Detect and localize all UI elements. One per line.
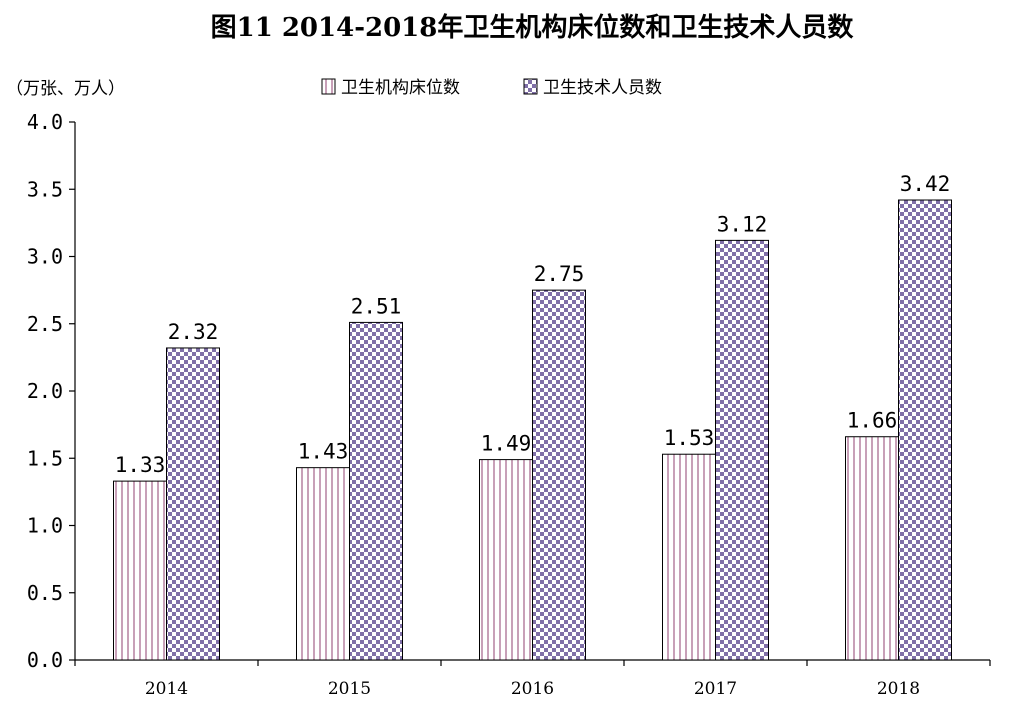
- bar-staff: [166, 347, 220, 661]
- data-label: 3.12: [717, 212, 768, 236]
- y-tick-label: 2.5: [27, 312, 63, 336]
- legend-swatch-beds: [321, 78, 336, 95]
- legend-swatch-staff: [523, 78, 538, 95]
- y-tick-label: 2.0: [27, 379, 63, 403]
- data-label: 2.75: [534, 262, 585, 286]
- data-label: 3.42: [900, 172, 951, 196]
- x-tick-label: 2018: [877, 679, 920, 699]
- bar-beds: [113, 480, 167, 661]
- bar-beds: [662, 453, 716, 661]
- legend: 卫生机构床位数 卫生技术人员数: [321, 78, 662, 98]
- bar-staff: [349, 321, 403, 661]
- axes: 0.0 0.5 1.0 1.5 2.0 2.5 3.0 3.5 4.0 2014 2015 2016 2…: [27, 110, 991, 699]
- y-tick-label: 0.5: [27, 581, 63, 605]
- y-tick-label: 3.0: [27, 245, 63, 269]
- data-label: 1.43: [298, 440, 349, 464]
- x-tick-label: 2014: [145, 679, 188, 699]
- bar-beds: [296, 467, 350, 661]
- data-labels: 1.33 2.32 1.43 2.51 1.49 2.75 1.53 3.12 1.66 3.42: [115, 172, 951, 477]
- bar-staff: [532, 289, 586, 661]
- data-label: 1.33: [115, 453, 166, 477]
- bar-beds: [845, 436, 899, 661]
- y-axis-unit-label: （万张、万人）: [6, 79, 125, 99]
- data-label: 1.49: [481, 432, 532, 456]
- legend-label-staff: 卫生技术人员数: [543, 78, 662, 98]
- data-label: 2.32: [168, 320, 219, 344]
- y-tick-label: 1.5: [27, 446, 63, 470]
- x-tick-label: 2017: [694, 679, 737, 699]
- data-label: 1.53: [664, 426, 715, 450]
- y-tick-label: 1.0: [27, 514, 63, 538]
- x-tick-label: 2016: [511, 679, 554, 699]
- bar-beds: [479, 459, 533, 661]
- y-tick-label: 4.0: [27, 110, 63, 134]
- data-label: 1.66: [847, 409, 898, 433]
- legend-label-beds: 卫生机构床位数: [341, 78, 460, 98]
- x-tick-label: 2015: [328, 679, 371, 699]
- y-tick-label: 3.5: [27, 177, 63, 201]
- data-label: 2.51: [351, 294, 402, 318]
- bars: [113, 199, 952, 661]
- bar-staff: [898, 199, 952, 661]
- bar-staff: [715, 239, 769, 661]
- y-tick-label: 0.0: [27, 648, 63, 672]
- chart-title: 图11 2014-2018年卫生机构床位数和卫生技术人员数: [211, 12, 855, 43]
